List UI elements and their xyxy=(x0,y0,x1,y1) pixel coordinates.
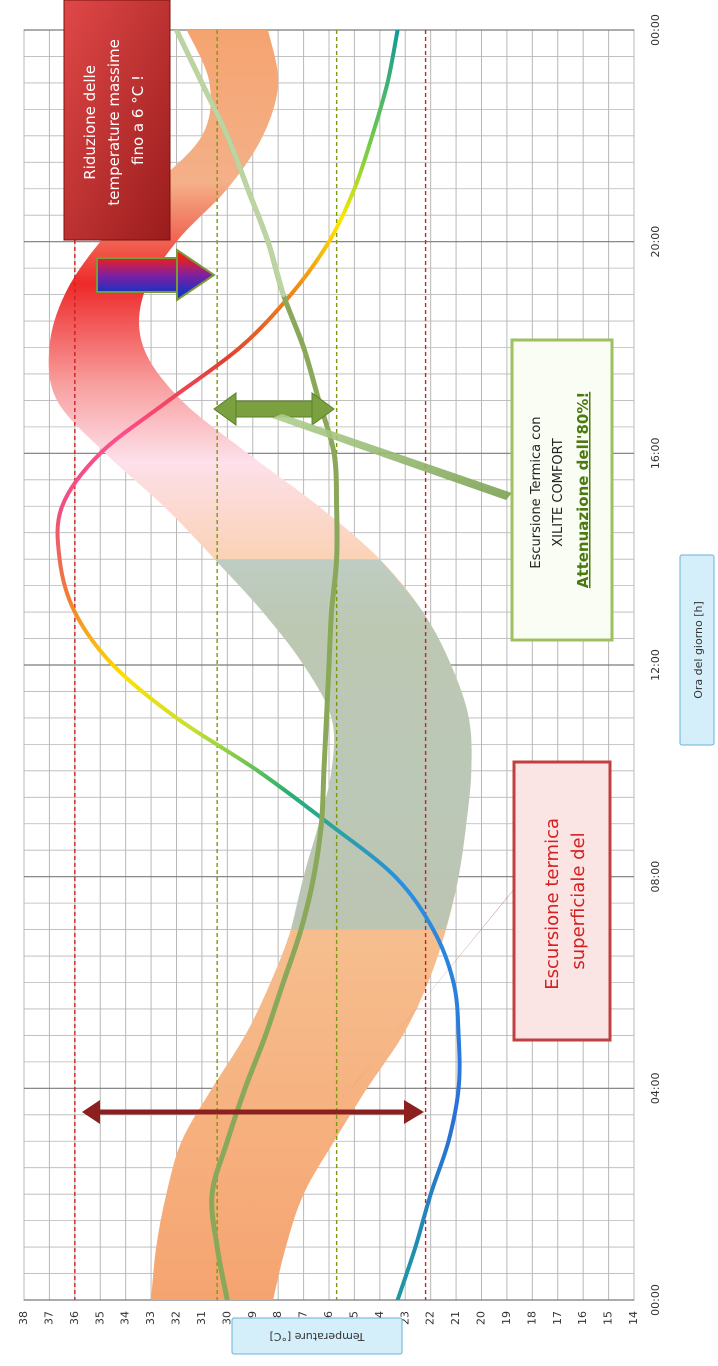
y-tick-label: 30 xyxy=(220,1311,233,1325)
y-tick-label: 37 xyxy=(42,1311,55,1325)
x-tick-label: 04:00 xyxy=(649,1072,662,1104)
surface-line-1: Escursione termica xyxy=(542,818,563,990)
y-tick-label: 19 xyxy=(500,1311,513,1325)
surface-temperature-line xyxy=(55,30,462,1300)
surface-band xyxy=(48,30,472,1300)
xilite-line-3: Attenuazione dell'80%! xyxy=(574,392,592,588)
y-tick-label: 33 xyxy=(144,1311,157,1325)
y-tick-label: 22 xyxy=(424,1311,437,1325)
reference-lines xyxy=(74,30,427,1300)
y-tick-label: 17 xyxy=(551,1311,564,1325)
x-tick-label: 00:00 xyxy=(649,1284,662,1316)
svg-text:Escursione termica super: Escursione termica superficiale del xyxy=(542,812,589,989)
reduction-arrow xyxy=(96,248,216,302)
x-axis-title: Ora del giorno [h] xyxy=(679,554,715,746)
svg-text:Riduzione delle temperat: Riduzione delle temperature massime fino… xyxy=(81,34,147,205)
x-tick-label: 12:00 xyxy=(649,649,662,681)
x-tick-label: 08:00 xyxy=(649,861,662,893)
green-double-arrow xyxy=(213,392,335,426)
series-curves xyxy=(55,30,462,1300)
y-tick-label: 14 xyxy=(627,1311,640,1325)
y-axis-title: Temperature [°C] xyxy=(231,1317,403,1355)
y-axis-label: Temperature [°C] xyxy=(270,1330,366,1343)
y-tick-label: 34 xyxy=(119,1311,132,1325)
x-tick-label: 00:00 xyxy=(649,14,662,46)
x-tick-label: 20:00 xyxy=(649,226,662,258)
xilite-line-1: Escursione Termica con xyxy=(529,416,544,568)
x-axis-label: Ora del giorno [h] xyxy=(692,601,705,699)
xilite-temperature-line-tail xyxy=(174,30,286,298)
y-tick-label: 20 xyxy=(475,1311,488,1325)
surface-band-shade xyxy=(214,559,472,930)
y-tick-label: 32 xyxy=(170,1311,183,1325)
x-tick-label: 16:00 xyxy=(649,437,662,469)
reduction-line-3: fino a 6 °C ! xyxy=(129,75,147,165)
xilite-pointer xyxy=(272,414,512,500)
y-tick-label: 21 xyxy=(449,1311,462,1325)
xilite-callout: Escursione Termica con XILITE COMFORT At… xyxy=(510,338,614,642)
y-tick-label: 18 xyxy=(525,1311,538,1325)
x-tick-labels: 00:00 04:00 08:00 12:00 16:00 20:00 00:00 xyxy=(649,14,662,1316)
y-tick-label: 15 xyxy=(602,1311,615,1325)
reduction-line-2: temperature massime xyxy=(105,39,123,206)
surface-callout: Escursione termica superficiale del xyxy=(512,760,612,1042)
y-tick-label: 38 xyxy=(17,1311,30,1325)
y-tick-label: 35 xyxy=(93,1311,106,1325)
y-tick-label: 31 xyxy=(195,1311,208,1325)
red-double-arrow xyxy=(82,1100,424,1124)
reduction-line-1: Riduzione delle xyxy=(81,65,99,180)
surface-line-2: superficiale del xyxy=(568,832,589,969)
y-tick-label: 36 xyxy=(68,1311,81,1325)
svg-text:Escursione Termica con X: Escursione Termica con XILITE COMFORT At… xyxy=(525,392,592,588)
y-tick-label: 16 xyxy=(576,1311,589,1325)
reduction-callout: Riduzione delle temperature massime fino… xyxy=(63,0,171,241)
xilite-line-2: XILITE COMFORT xyxy=(551,438,566,546)
